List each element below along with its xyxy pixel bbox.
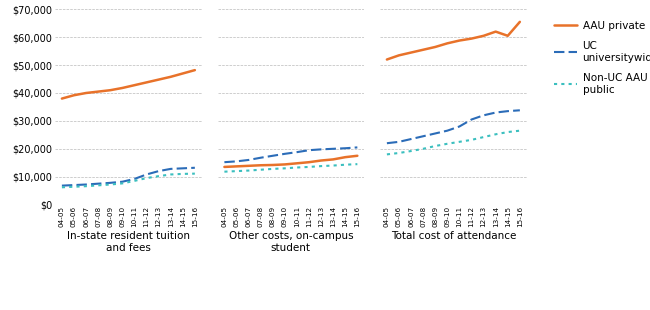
X-axis label: Other costs, on-campus
student: Other costs, on-campus student — [229, 231, 353, 253]
X-axis label: Total cost of attendance: Total cost of attendance — [391, 231, 516, 241]
Legend: AAU private, UC
universitywide, Non-UC AAU
public: AAU private, UC universitywide, Non-UC A… — [554, 21, 650, 95]
X-axis label: In-state resident tuition
and fees: In-state resident tuition and fees — [67, 231, 190, 253]
